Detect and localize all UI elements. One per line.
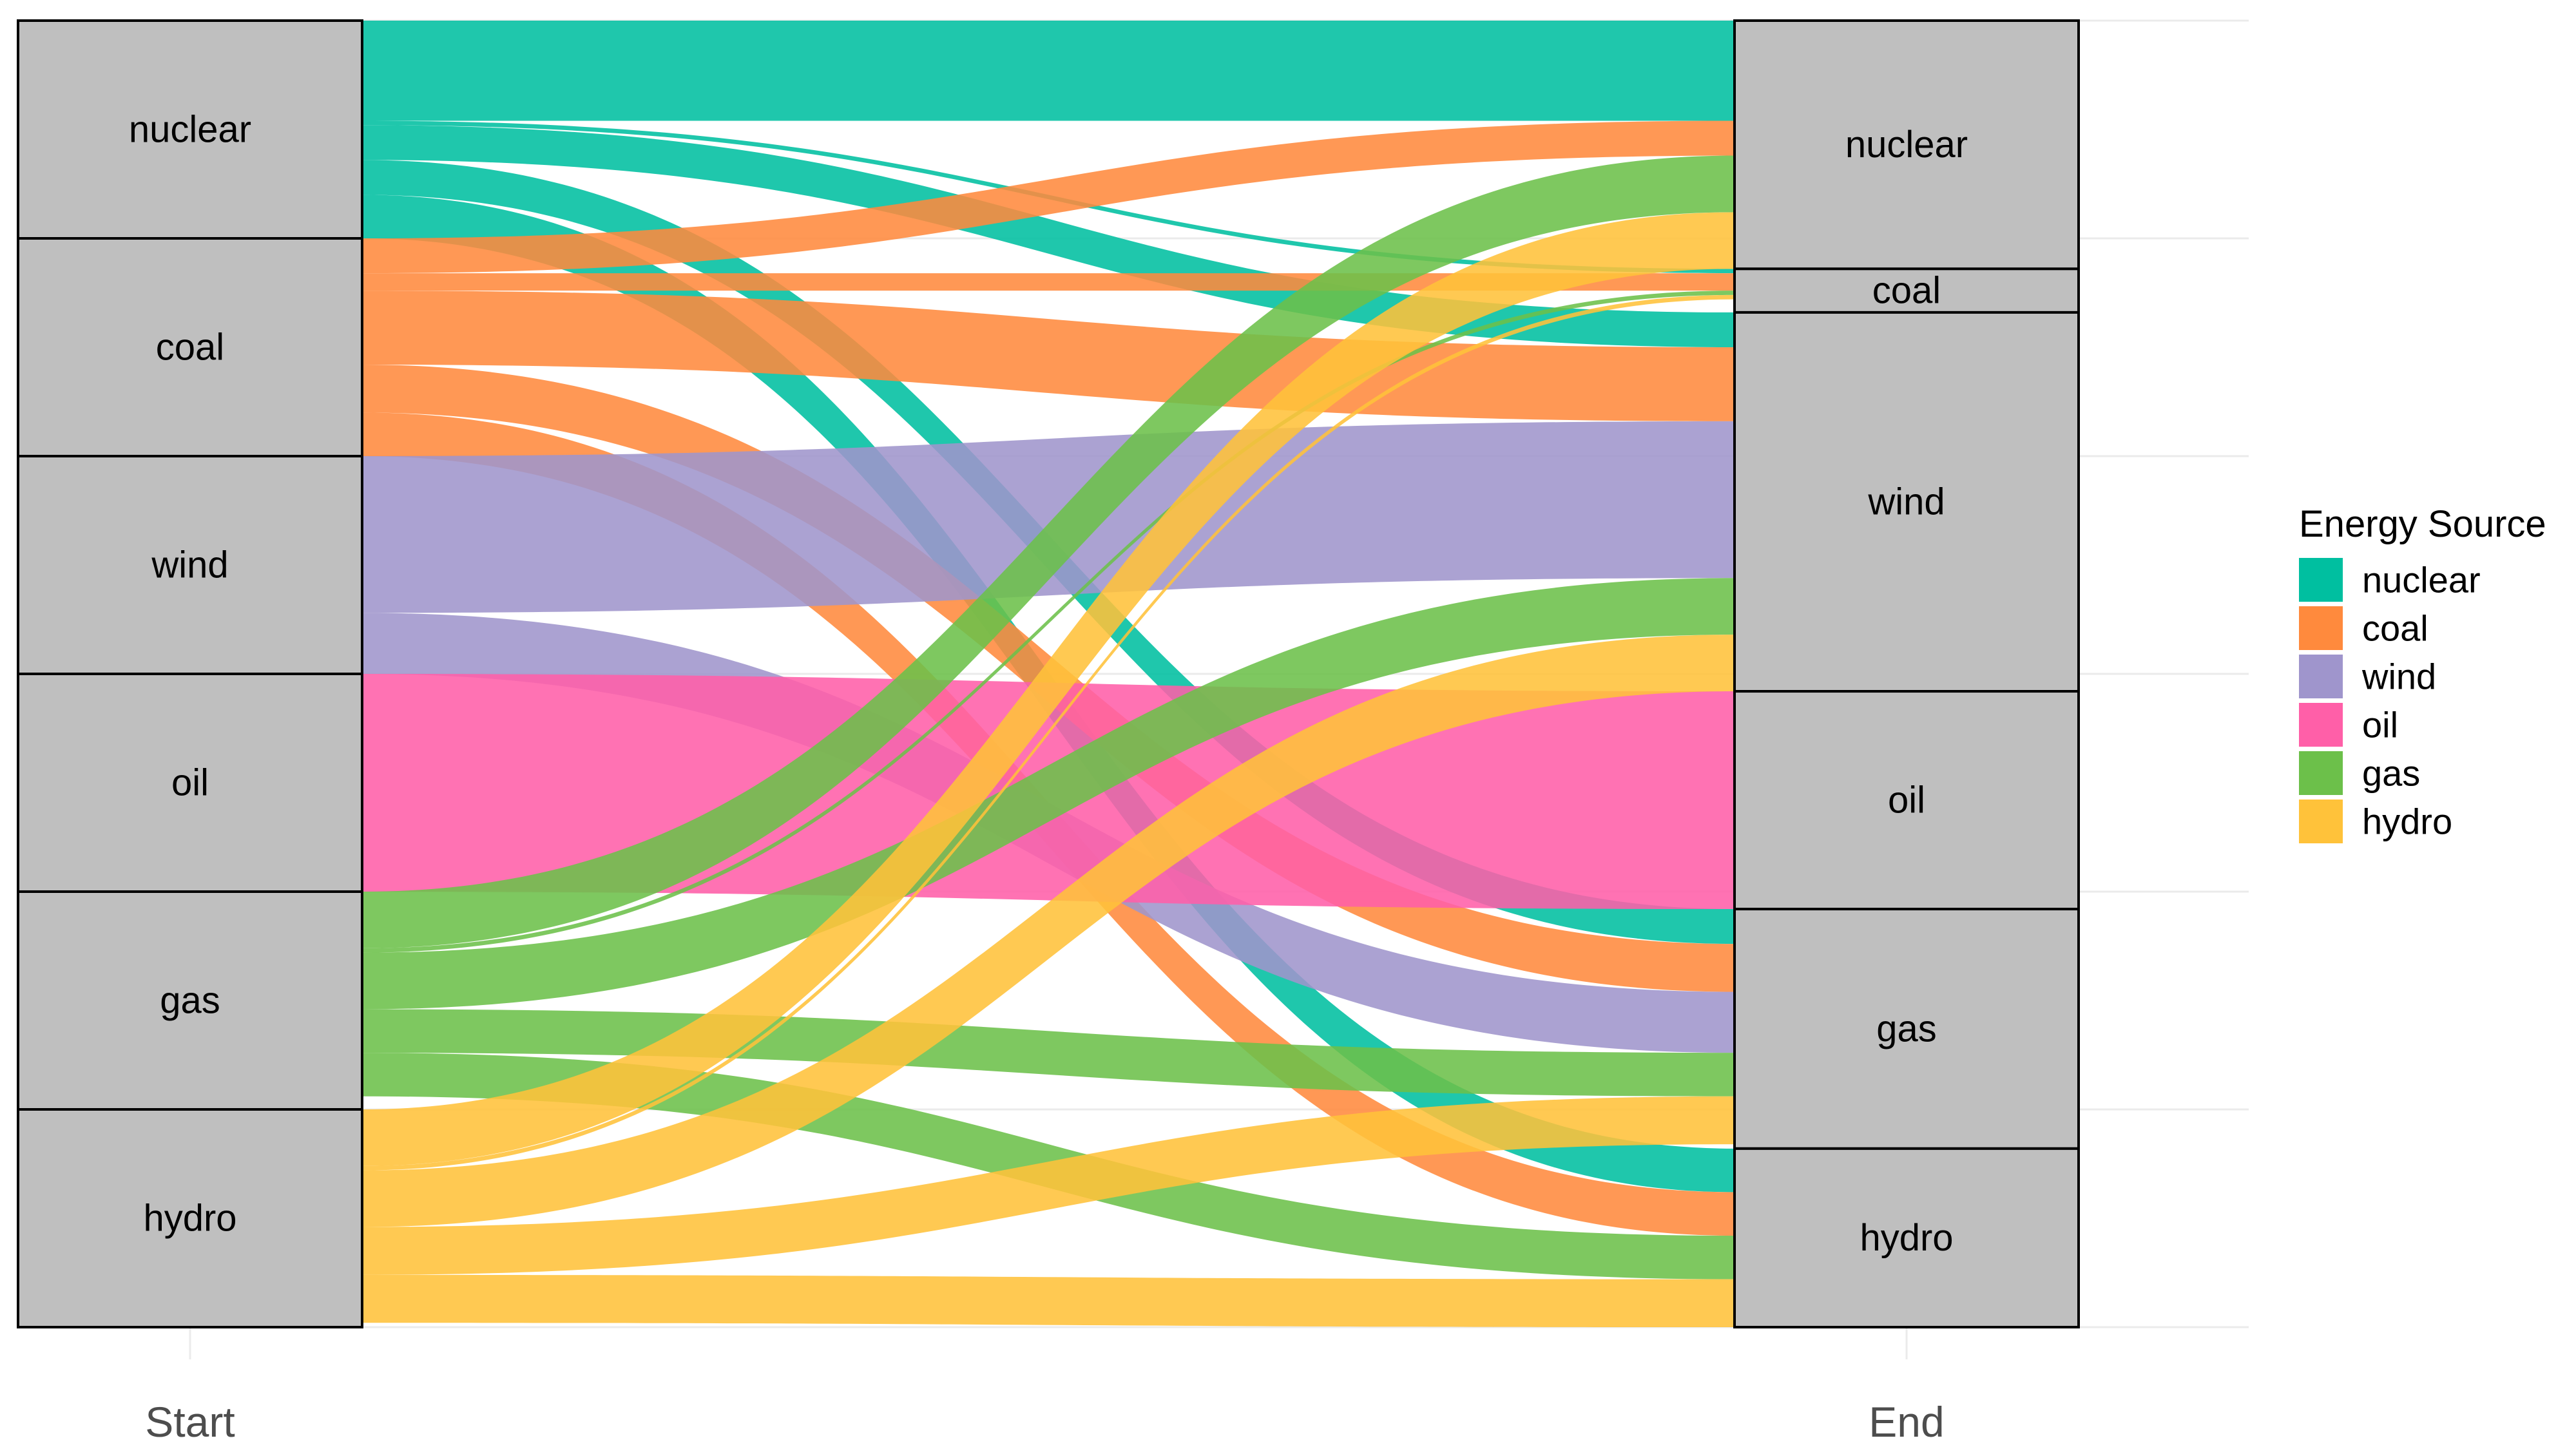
legend-label-gas: gas: [2362, 753, 2420, 794]
legend-label-oil: oil: [2362, 705, 2398, 745]
flow-ribbons: [362, 21, 1735, 1327]
flow-hydro-to-gas: [362, 1096, 1735, 1275]
start-stratum-label-nuclear: nuclear: [129, 109, 251, 151]
flow-coal-to-nuclear: [362, 120, 1735, 274]
flow-hydro-to-nuclear: [362, 212, 1735, 1166]
legend-key-wind: [2299, 655, 2343, 698]
legend-key-hydro: [2299, 800, 2343, 843]
x-axis: Start End: [145, 1398, 1944, 1446]
legend-label-hydro: hydro: [2362, 801, 2452, 842]
flow-hydro-to-coal: [362, 294, 1735, 1171]
end-stratum-label-wind: wind: [1867, 481, 1945, 522]
end-stratum-hydro: [1733, 1147, 2080, 1328]
legend-key-coal: [2299, 606, 2343, 650]
start-stratum-wind: [17, 455, 363, 675]
start-stratum-label-wind: wind: [151, 544, 228, 586]
legend-key-nuclear: [2299, 558, 2343, 602]
end-stratum-gas: [1733, 908, 2080, 1150]
end-stratum-label-coal: coal: [1872, 270, 1941, 312]
flow-nuclear-to-wind: [362, 125, 1735, 348]
flow-hydro-to-hydro: [362, 1274, 1735, 1327]
start-stratum-hydro: [17, 1108, 363, 1328]
x-tick-label-start: Start: [145, 1398, 235, 1446]
flow-gas-to-nuclear: [362, 155, 1735, 948]
end-stratum-label-hydro: hydro: [1860, 1217, 1953, 1259]
start-stratum-label-oil: oil: [171, 762, 209, 804]
end-stratum-wind: [1733, 311, 2080, 693]
start-stratum-label-coal: coal: [156, 327, 224, 369]
flow-gas-to-wind: [362, 578, 1735, 1010]
legend-key-gas: [2299, 751, 2343, 795]
end-stratum-label-gas: gas: [1876, 1008, 1937, 1049]
flow-gas-to-coal: [362, 291, 1735, 953]
x-tick-label-end: End: [1869, 1398, 1944, 1446]
stratum-boxes: nuclear coal wind oil gas hydro nuclear coal win…: [17, 19, 2080, 1328]
start-stratum-nuclear: [17, 19, 363, 240]
end-stratum-nuclear: [1733, 19, 2080, 271]
flow-wind-to-wind: [362, 421, 1735, 613]
legend-label-nuclear: nuclear: [2362, 560, 2481, 600]
start-stratum-label-hydro: hydro: [143, 1198, 236, 1240]
flow-hydro-to-wind: [362, 635, 1735, 1227]
end-stratum-label-oil: oil: [1888, 780, 1925, 821]
start-stratum-oil: [17, 673, 363, 893]
end-stratum-coal: [1733, 267, 2080, 314]
legend: Energy Source nuclear coal wind oil gas hydro: [2299, 503, 2546, 843]
flow-nuclear-to-nuclear: [362, 21, 1735, 121]
legend-label-wind: wind: [2361, 656, 2436, 697]
legend-title: Energy Source: [2299, 503, 2546, 545]
end-stratum-oil: [1733, 690, 2080, 911]
start-stratum-gas: [17, 890, 363, 1111]
start-stratum-label-gas: gas: [160, 980, 220, 1022]
end-stratum-label-nuclear: nuclear: [1845, 124, 1968, 166]
legend-label-coal: coal: [2362, 608, 2428, 649]
start-stratum-coal: [17, 237, 363, 457]
legend-key-oil: [2299, 703, 2343, 747]
